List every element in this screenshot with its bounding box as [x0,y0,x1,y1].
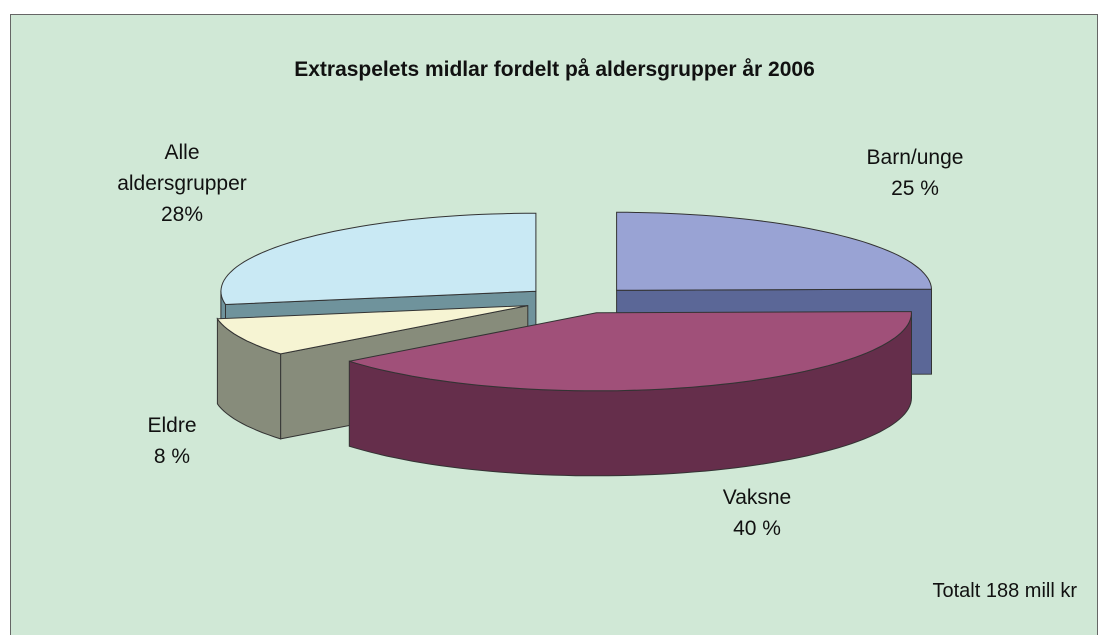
page: Extraspelets midlar fordelt på aldersgru… [10,14,1098,635]
slice-label: Eldre [147,414,197,437]
slice-label: Alle aldersgrupper [117,141,247,195]
slice [220,212,537,306]
slice [616,211,933,291]
chart [216,211,933,477]
annotation: Totalt 188 mill kr [932,580,1078,602]
slice-value-label: 25 % [891,177,939,200]
slice [216,305,528,355]
slice-value-label: 8 % [153,445,191,468]
slice-label: Vaksne [722,486,792,509]
slice-value-label: 40 % [733,517,781,540]
slice [349,311,912,392]
chart-title: Extraspelets midlar fordelt på aldersgru… [294,58,815,81]
slice-label: Barn/unge [866,146,964,169]
slice-value-label: 28% [160,203,204,226]
